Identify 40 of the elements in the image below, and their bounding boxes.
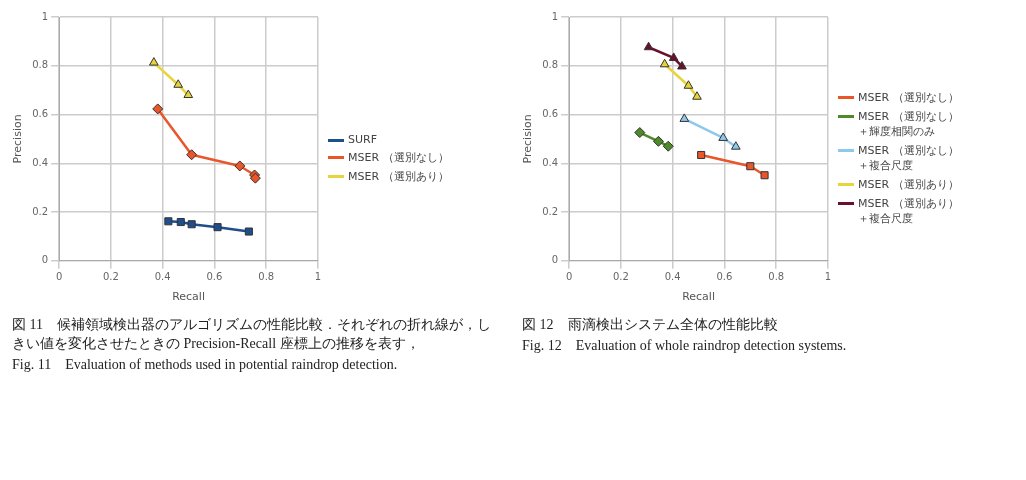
y-tick-label: 0 [41,254,49,266]
x-tick-label: 0 [55,271,63,283]
y-tick-label: 0.8 [32,59,49,71]
legend-label: MSER （選別あり） [348,168,449,184]
legend-label: MSER （選別なし）＋輝度相関のみ [858,109,960,139]
y-tick-label: 0 [551,254,559,266]
legend-label: MSER （選別あり） [858,177,959,192]
y-axis-title: Precision [11,114,25,164]
x-axis-title: Recall [172,290,205,304]
x-tick-label: 0.8 [768,271,785,283]
x-axis-title: Recall [682,290,715,304]
y-tick-label: 0.4 [32,156,49,168]
legend-label: MSER （選別なし） [348,149,449,165]
caption: Fig. 12 Evaluation of whole raindrop detection systems. [522,336,848,355]
x-tick-label: 0.2 [612,271,629,283]
legend-label: MSER （選別なし） [858,90,959,105]
y-tick-label: 0.6 [32,108,49,120]
x-tick-label: 0.4 [664,271,681,283]
legend-label: SURF [348,132,378,146]
x-tick-label: 1 [824,271,832,283]
x-tick-label: 0 [565,271,573,283]
x-tick-label: 1 [314,271,322,283]
caption: Fig. 11 Evaluation of methods used in potential raindrop detection. [12,355,399,374]
x-tick-label: 0.6 [716,271,733,283]
y-axis-title: Precision [521,114,535,164]
x-tick-label: 0.2 [102,271,119,283]
caption: 図 12 雨滴検出システム全体の性能比較 [522,316,779,334]
x-tick-label: 0.4 [154,271,171,283]
x-tick-label: 0.6 [206,271,223,283]
y-tick-label: 0.2 [32,205,49,217]
y-tick-label: 0.6 [542,108,559,120]
x-tick-label: 0.8 [258,271,275,283]
y-tick-label: 1 [41,10,49,22]
legend-label: MSER （選別なし）＋複合尺度 [858,143,960,173]
y-tick-label: 1 [551,10,559,22]
y-tick-label: 0.4 [542,156,559,168]
caption: 図 11 候補領域検出器のアルゴリズムの性能比較．それぞれの折れ線が，しきい値を変化させたときの Precision-Recall 座標上の推移を表す， [12,316,492,353]
y-tick-label: 0.8 [542,59,559,71]
legend-label: MSER （選別あり）＋複合尺度 [858,196,960,226]
y-tick-label: 0.2 [542,205,559,217]
